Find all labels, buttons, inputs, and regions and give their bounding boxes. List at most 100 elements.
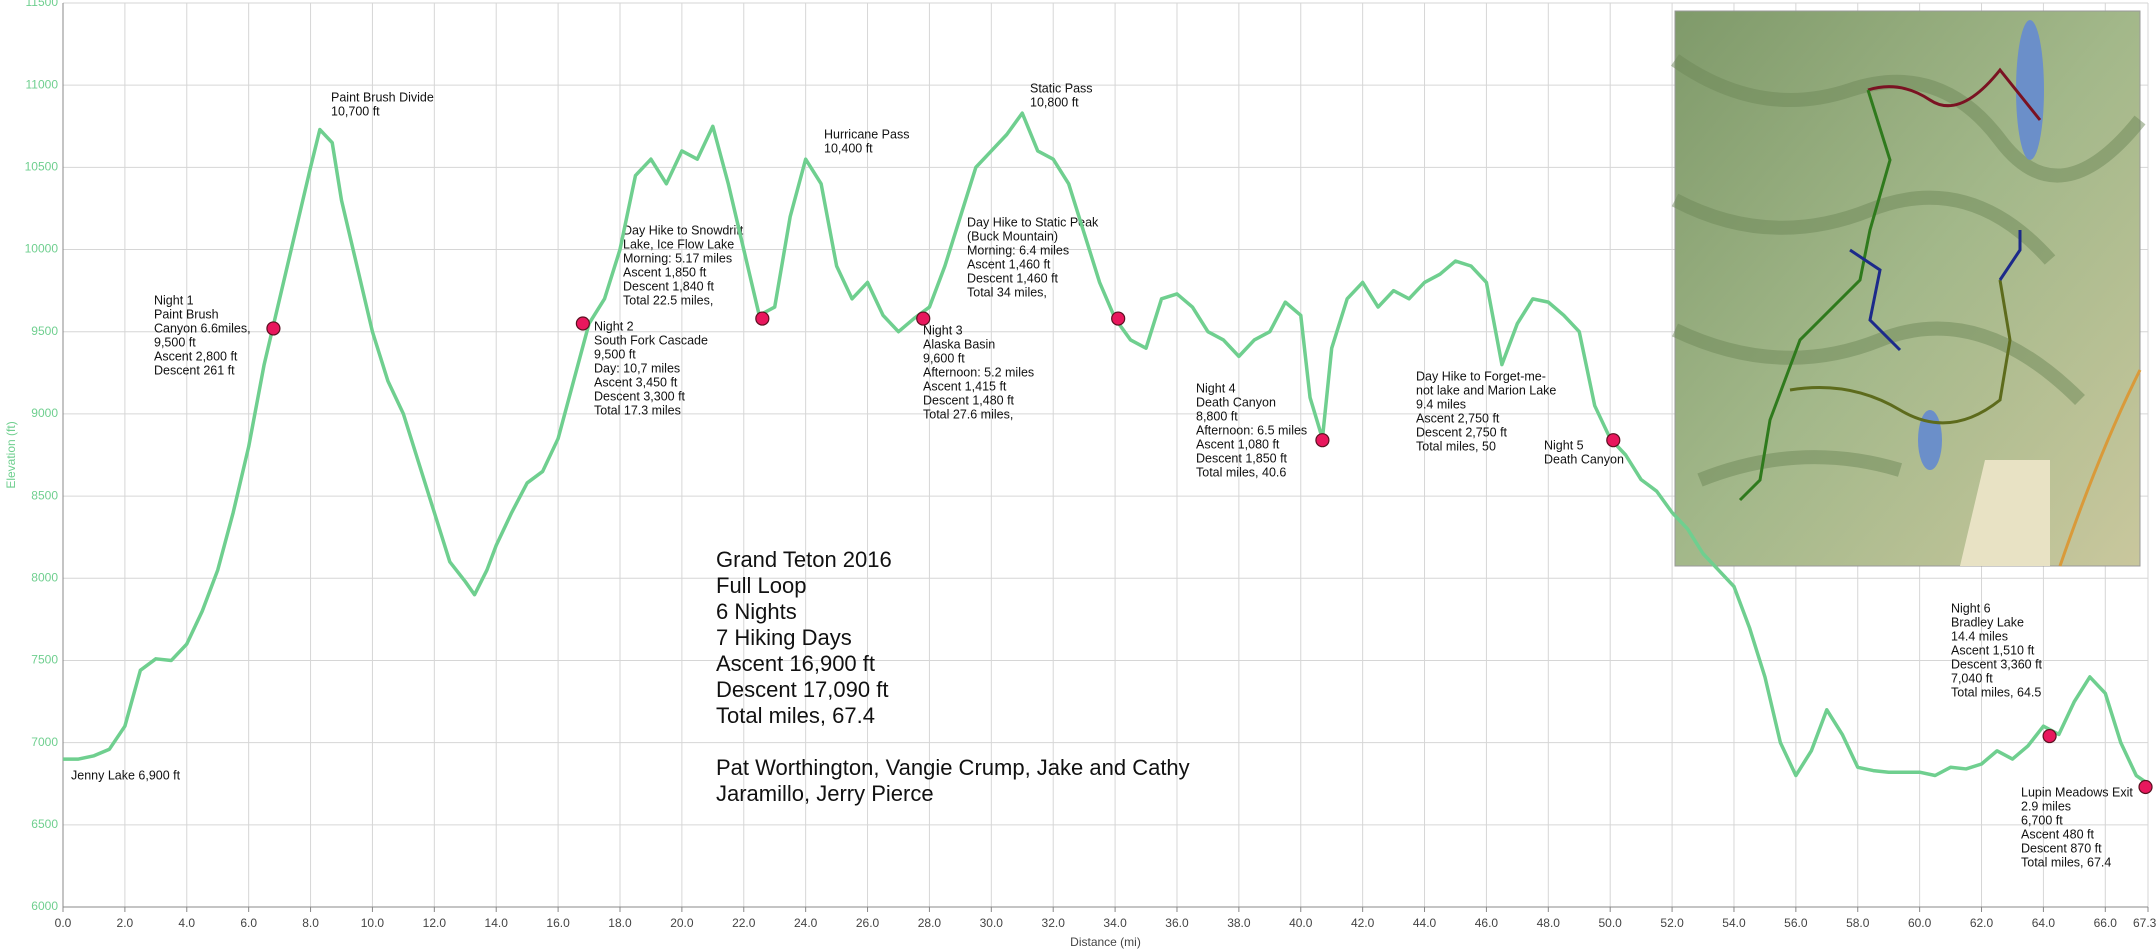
camp-marker	[2138, 779, 2153, 795]
y-tick-label: 8000	[31, 570, 58, 584]
x-tick-label: 38.0	[1227, 916, 1251, 930]
y-tick-label: 11500	[26, 0, 59, 9]
x-tick-label: 48.0	[1537, 916, 1561, 930]
map-trail	[1789, 279, 2012, 425]
annotation-line: 9,500 ft	[594, 347, 636, 361]
summary-line: Grand Teton 2016	[716, 547, 892, 572]
annotation-line: Canyon 6.6miles,	[154, 321, 251, 335]
annotation-line: Descent 1,840 ft	[623, 279, 715, 293]
y-tick-label: 7000	[31, 735, 58, 749]
x-tick-label: 56.0	[1784, 916, 1808, 930]
annotation-line: Descent 3,300 ft	[594, 389, 686, 403]
annotation-line: 6,700 ft	[2021, 813, 2063, 827]
annotation-line: Night 6	[1951, 601, 1991, 615]
annotation-line: Alaska Basin	[923, 337, 995, 351]
summary-line: 7 Hiking Days	[716, 625, 852, 650]
map-trail	[1849, 248, 1902, 352]
x-tick-label: 2.0	[117, 916, 134, 930]
annotation-line: Total 22.5 miles,	[623, 293, 713, 307]
x-tick-label: 22.0	[732, 916, 756, 930]
annotation-line: Day: 10,7 miles	[594, 361, 680, 375]
y-tick-label: 10000	[25, 242, 59, 256]
x-tick-label: 44.0	[1413, 916, 1437, 930]
x-tick-label: 67.38	[2133, 916, 2156, 930]
camp-marker	[916, 311, 931, 326]
x-tick-label: 34.0	[1103, 916, 1127, 930]
x-tick-label: 54.0	[1722, 916, 1746, 930]
annotation-line: Ascent 1,510 ft	[1951, 643, 2035, 657]
annotation-line: 14.4 miles	[1951, 629, 2008, 643]
x-tick-label: 40.0	[1289, 916, 1313, 930]
camp-marker	[2042, 728, 2057, 744]
x-tick-label: 0.0	[55, 916, 72, 930]
x-tick-label: 36.0	[1165, 916, 1189, 930]
annotation-line: 10,700 ft	[331, 104, 380, 118]
map-inset	[1670, 10, 2146, 567]
annotation-line: Ascent 2,800 ft	[154, 349, 238, 363]
map-flat	[1960, 460, 2050, 566]
x-tick-label: 46.0	[1475, 916, 1499, 930]
x-tick-label: 4.0	[178, 916, 195, 930]
annotation-line: (Buck Mountain)	[967, 229, 1058, 243]
annotation-line: Ascent 1,460 ft	[967, 257, 1051, 271]
annotation-line: Night 5	[1544, 438, 1584, 452]
annotation-line: Paint Brush Divide	[331, 90, 434, 104]
annotation-line: Death Canyon	[1544, 452, 1624, 466]
summary-line: Total miles, 67.4	[716, 703, 875, 728]
annotation-line: Night 2	[594, 319, 634, 333]
x-tick-label: 64.0	[2032, 916, 2056, 930]
y-tick-label: 8500	[31, 488, 58, 502]
annotation-line: Bradley Lake	[1951, 615, 2024, 629]
map-background	[1674, 10, 2141, 567]
annotation-line: Night 4	[1196, 381, 1236, 395]
annotation-line: 9.4 miles	[1416, 397, 1466, 411]
x-tick-label: 50.0	[1599, 916, 1623, 930]
summary-line: Ascent 16,900 ft	[716, 651, 875, 676]
annotation-line: Night 1	[154, 293, 194, 307]
annotation-line: 8,800 ft	[1196, 409, 1238, 423]
y-tick-label: 6000	[31, 899, 58, 913]
x-tick-label: 62.0	[1970, 916, 1994, 930]
camp-marker	[1606, 433, 1621, 448]
x-tick-label: 20.0	[670, 916, 694, 930]
x-axis-label: Distance (mi)	[1070, 935, 1141, 949]
annotation-line: Jenny Lake 6,900 ft	[71, 768, 181, 782]
annotation-line: Total 34 miles,	[967, 285, 1047, 299]
map-trail	[1998, 230, 2022, 281]
y-axis-label: Elevation (ft)	[4, 421, 18, 488]
annotation-line: Day Hike to Snowdrift	[623, 223, 744, 237]
map-lake	[2016, 20, 2044, 160]
x-tick-label: 28.0	[918, 916, 942, 930]
x-tick-label: 32.0	[1042, 916, 1066, 930]
x-tick-label: 60.0	[1908, 916, 1932, 930]
annotation-line: Ascent 3,450 ft	[594, 375, 678, 389]
annotation-line: 2.9 miles	[2021, 799, 2071, 813]
annotation-line: Night 3	[923, 323, 963, 337]
annotation-line: Morning: 6.4 miles	[967, 243, 1069, 257]
y-tick-label: 7500	[31, 653, 58, 667]
annotation-line: Descent 1,480 ft	[923, 393, 1015, 407]
x-tick-label: 58.0	[1846, 916, 1870, 930]
annotation-line: Total 27.6 miles,	[923, 407, 1013, 421]
summary-line: Full Loop	[716, 573, 807, 598]
annotation-line: Afternoon: 6.5 miles	[1196, 423, 1307, 437]
annotation-line: Ascent 1,850 ft	[623, 265, 707, 279]
annotation-line: Paint Brush	[154, 307, 219, 321]
y-tick-label: 11000	[26, 77, 59, 91]
x-tick-label: 12.0	[423, 916, 447, 930]
x-tick-label: 18.0	[608, 916, 632, 930]
map-lake	[1918, 410, 1942, 470]
annotation-line: Afternoon: 5.2 miles	[923, 365, 1034, 379]
annotation-line: Descent 870 ft	[2021, 841, 2102, 855]
plot	[63, 111, 2153, 795]
annotation-line: Descent 261 ft	[154, 363, 235, 377]
map-trail	[1738, 89, 1892, 502]
annotation-line: Descent 2,750 ft	[1416, 425, 1508, 439]
map-trail	[1867, 67, 2042, 121]
annotation-line: Lake, Ice Flow Lake	[623, 237, 734, 251]
summary-line: 6 Nights	[716, 599, 797, 624]
y-tick-label: 10500	[25, 160, 59, 174]
annotation-line: Total miles, 50	[1416, 439, 1496, 453]
